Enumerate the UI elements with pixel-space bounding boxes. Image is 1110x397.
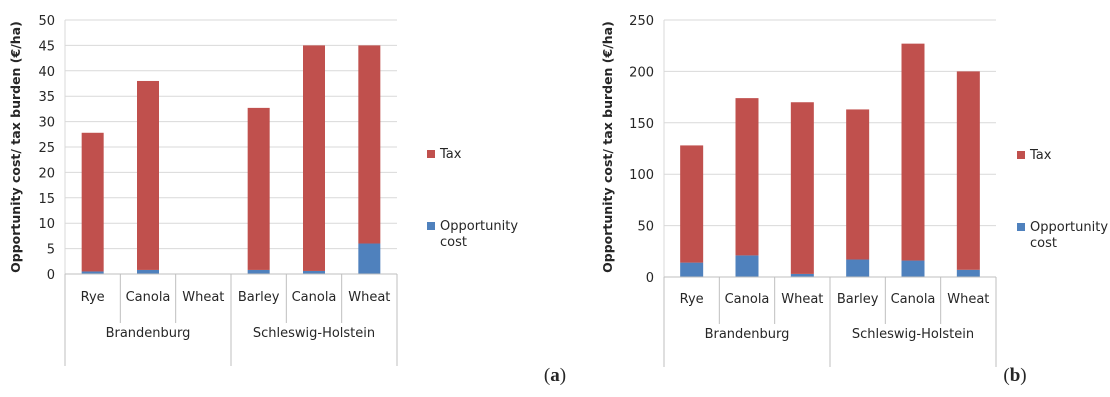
y-tick-label: 100	[629, 168, 654, 183]
category-label: Wheat	[348, 290, 390, 305]
bar-opportunity-cost	[846, 259, 870, 277]
category-label: Wheat	[947, 292, 989, 307]
y-tick-label: 30	[38, 116, 55, 131]
bar-tax	[303, 45, 325, 271]
category-label: Canola	[725, 292, 770, 307]
group-label: Brandenburg	[705, 327, 790, 342]
legend-label: cost	[1030, 236, 1057, 251]
y-tick-label: 10	[38, 217, 55, 232]
chart-panel-b: 0 50 100 150 200 250 Rye Canola Wheat Barley Canol…	[600, 14, 1108, 386]
bar-opportunity-cost	[901, 260, 925, 277]
y-tick-label: 150	[629, 117, 654, 132]
y-tick-label: 5	[47, 243, 55, 258]
legend-label: Opportunity	[1030, 220, 1108, 235]
category-label: Canola	[891, 292, 936, 307]
y-tick-label: 50	[637, 220, 654, 235]
legend-swatch	[427, 222, 435, 230]
bar-tax	[901, 43, 925, 261]
y-tick-label: 250	[629, 14, 654, 29]
bar-tax	[137, 80, 159, 270]
legend-label: cost	[440, 235, 467, 250]
bar-opportunity-cost	[735, 255, 759, 277]
bar-tax	[790, 102, 814, 274]
legend-swatch	[1017, 151, 1025, 159]
panel-caption: (b)	[1003, 365, 1026, 386]
y-axis-title: Opportunity cost/ tax burden (€/ha)	[8, 21, 23, 273]
y-tick-label: 25	[38, 141, 55, 156]
y-tick-label: 50	[38, 14, 55, 29]
bar-opportunity-cost	[303, 270, 325, 274]
category-label: Canola	[292, 290, 337, 305]
bar-opportunity-cost	[680, 262, 704, 277]
y-tick-label: 0	[646, 271, 654, 286]
y-axis-title: Opportunity cost/ tax burden (€/ha)	[600, 21, 615, 273]
group-label: Schleswig-Holstein	[852, 327, 974, 342]
y-tick-label: 200	[629, 65, 654, 80]
bar-tax	[956, 71, 980, 270]
category-label: Barley	[837, 292, 879, 307]
bar-tax	[81, 132, 104, 272]
category-label: Wheat	[781, 292, 823, 307]
bar-opportunity-cost	[247, 269, 270, 274]
y-tick-label: 20	[38, 166, 55, 181]
group-label: Schleswig-Holstein	[253, 326, 375, 341]
group-label: Brandenburg	[106, 326, 191, 341]
chart-panel-a: 0 5 10 15 20 25 30 35 40 45 50 Rye Canola Wheat Barley…	[8, 14, 566, 386]
bar-opportunity-cost	[137, 269, 159, 274]
bar-opportunity-cost	[790, 273, 814, 277]
bar-tax	[358, 45, 381, 244]
bar-opportunity-cost	[956, 269, 980, 277]
category-label: Barley	[238, 290, 280, 305]
category-label: Wheat	[182, 290, 224, 305]
legend-label: Tax	[1029, 148, 1052, 163]
category-label: Canola	[126, 290, 171, 305]
panel-caption: (a)	[544, 365, 566, 386]
y-tick-label: 35	[38, 90, 55, 105]
category-label: Rye	[680, 292, 704, 307]
y-tick-label: 40	[38, 65, 55, 80]
bar-tax	[846, 109, 870, 260]
bar-opportunity-cost	[358, 243, 381, 274]
bar-tax	[680, 145, 704, 263]
y-tick-label: 45	[38, 39, 55, 54]
y-tick-label: 15	[38, 192, 55, 207]
bar-opportunity-cost	[81, 271, 104, 274]
bar-tax	[735, 98, 759, 256]
legend-swatch	[1017, 223, 1025, 231]
legend-label: Tax	[439, 147, 462, 162]
legend-label: Opportunity	[440, 219, 518, 234]
y-tick-label: 0	[47, 268, 55, 283]
legend-swatch	[427, 150, 435, 158]
category-label: Rye	[81, 290, 105, 305]
bar-tax	[247, 107, 270, 270]
